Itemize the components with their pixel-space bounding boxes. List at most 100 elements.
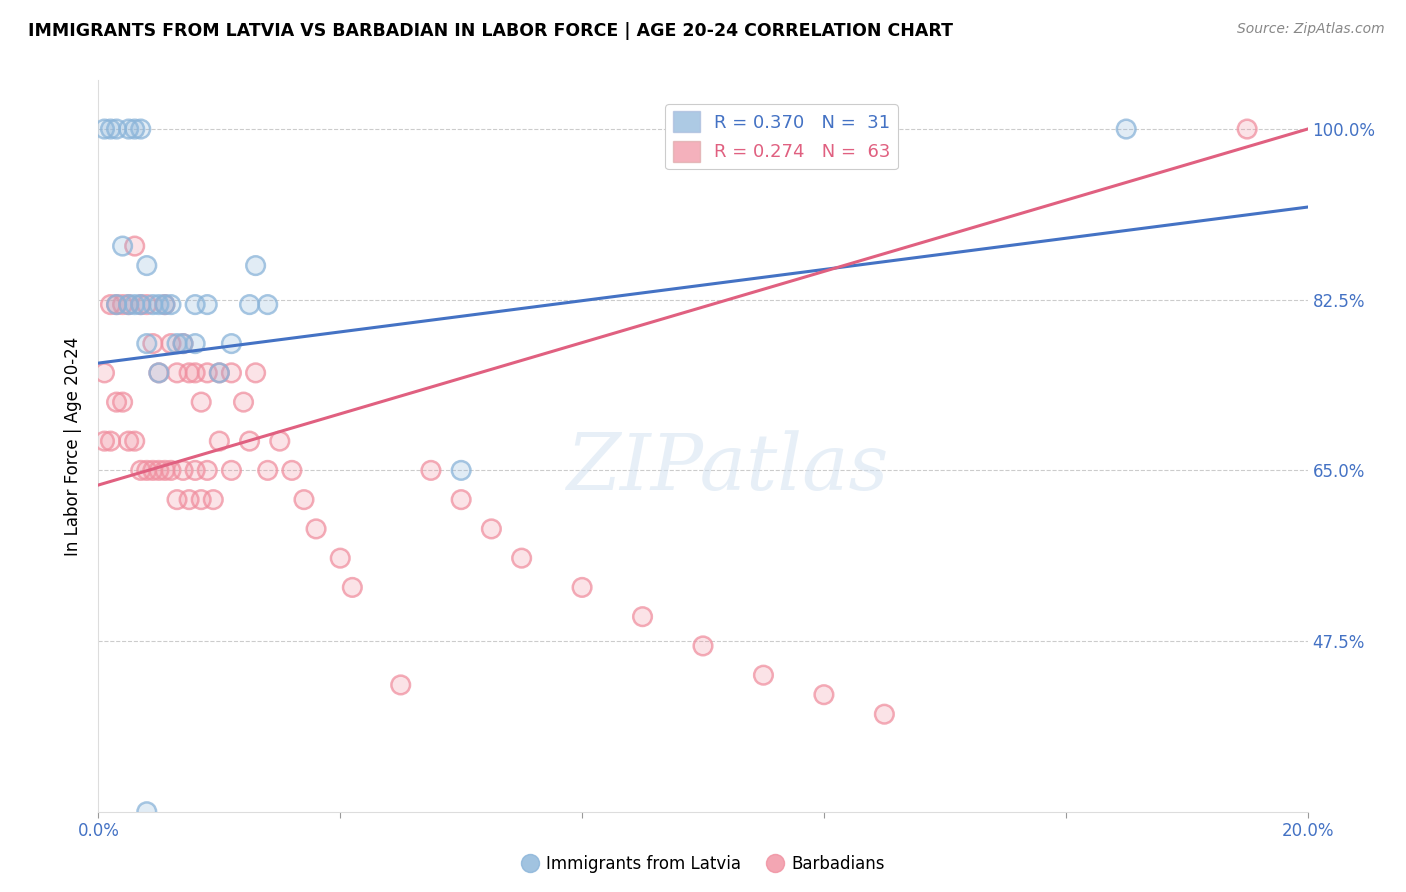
Point (148, 297, 170, 311)
Point (118, 297, 141, 311)
Point (510, 551, 533, 566)
Point (184, 336, 207, 351)
Point (111, 297, 134, 311)
Point (195, 297, 218, 311)
Point (172, 336, 194, 351)
Point (221, 366, 243, 380)
Point (873, 707, 896, 722)
Point (148, 366, 170, 380)
Point (100, 122, 122, 136)
Point (105, 395, 128, 409)
Point (195, 463, 218, 477)
Point (813, 688, 835, 702)
Point (111, 239, 134, 253)
Point (184, 297, 207, 311)
Point (124, 122, 146, 136)
Point (153, 463, 176, 477)
Point (118, 297, 141, 311)
Point (172, 336, 194, 351)
Point (111, 239, 134, 253)
Text: ZIPatlas: ZIPatlas (567, 430, 889, 506)
Point (105, 297, 128, 311)
Point (93, 122, 115, 136)
Point (179, 366, 201, 380)
Point (190, 492, 212, 507)
Point (184, 463, 207, 477)
Point (221, 463, 243, 477)
Point (135, 805, 157, 819)
Point (166, 336, 188, 351)
Point (148, 366, 170, 380)
Point (256, 463, 278, 477)
Point (305, 522, 328, 536)
Point (281, 463, 304, 477)
Point (329, 551, 352, 566)
Point (1236, 122, 1258, 136)
Point (172, 336, 194, 351)
Point (111, 395, 134, 409)
Point (124, 122, 146, 136)
Point (179, 366, 201, 380)
Legend: Immigrants from Latvia, Barbadians: Immigrants from Latvia, Barbadians (515, 848, 891, 880)
Point (166, 366, 188, 380)
Point (100, 122, 122, 136)
Point (160, 336, 183, 351)
Point (1115, 122, 1137, 136)
Point (1236, 122, 1258, 136)
Point (420, 463, 443, 477)
Point (305, 522, 328, 536)
Point (202, 492, 225, 507)
Point (245, 366, 267, 380)
Point (105, 297, 128, 311)
Point (184, 366, 207, 380)
Point (111, 297, 134, 311)
Point (124, 297, 146, 311)
Point (160, 297, 183, 311)
Point (118, 122, 141, 136)
Point (111, 395, 134, 409)
Point (118, 434, 141, 449)
Point (631, 609, 654, 624)
Point (221, 463, 243, 477)
Point (135, 297, 157, 311)
Point (342, 581, 364, 595)
Point (208, 434, 231, 449)
Point (221, 366, 243, 380)
Point (232, 395, 254, 409)
Point (148, 366, 170, 380)
Point (100, 434, 122, 449)
Point (148, 463, 170, 477)
Point (481, 522, 503, 536)
Point (450, 463, 472, 477)
Point (153, 297, 176, 311)
Point (245, 259, 267, 273)
Point (160, 336, 183, 351)
Point (105, 395, 128, 409)
Point (420, 463, 443, 477)
Point (172, 463, 194, 477)
Point (105, 297, 128, 311)
Point (118, 122, 141, 136)
Point (752, 668, 775, 682)
Text: Source: ZipAtlas.com: Source: ZipAtlas.com (1237, 22, 1385, 37)
Point (153, 463, 176, 477)
Point (129, 297, 152, 311)
Point (129, 463, 152, 477)
Point (124, 434, 146, 449)
Point (135, 336, 157, 351)
Point (135, 259, 157, 273)
Point (124, 239, 146, 253)
Point (105, 122, 128, 136)
Point (105, 122, 128, 136)
Point (281, 463, 304, 477)
Point (245, 366, 267, 380)
Point (166, 336, 188, 351)
Point (124, 297, 146, 311)
Text: IMMIGRANTS FROM LATVIA VS BARBADIAN IN LABOR FORCE | AGE 20-24 CORRELATION CHART: IMMIGRANTS FROM LATVIA VS BARBADIAN IN L… (28, 22, 953, 40)
Point (100, 297, 122, 311)
Point (166, 492, 188, 507)
Point (118, 434, 141, 449)
Point (1115, 122, 1137, 136)
Point (269, 434, 291, 449)
Point (239, 297, 262, 311)
